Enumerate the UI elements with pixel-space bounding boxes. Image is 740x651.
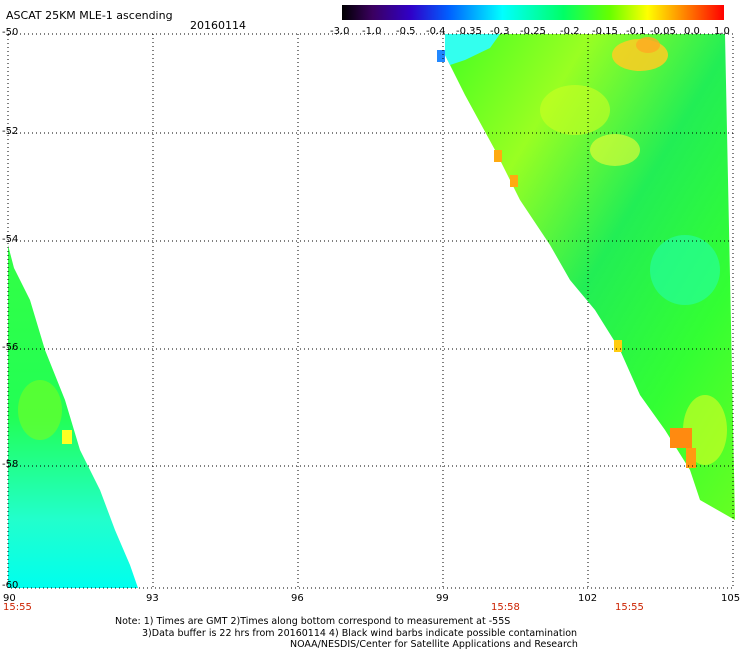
map-title: ASCAT 25KM MLE-1 ascending — [6, 9, 173, 22]
map-date: 20160114 — [190, 19, 246, 32]
colorbar-label: -0.5 — [396, 26, 416, 37]
east-swath-cyan-edge — [445, 34, 500, 65]
east-swath-orange-edge — [494, 150, 502, 162]
east-swath-orange-edge-3 — [614, 340, 622, 352]
colorbar-label: -0.1 — [626, 26, 646, 37]
east-swath-fill — [445, 34, 735, 520]
east-swath-orange-edge-2 — [510, 175, 518, 187]
west-swath-green-patch — [18, 380, 62, 440]
east-swath-orange-patch — [636, 37, 660, 53]
note-line-2: 3)Data buffer is 22 hrs from 20160114 4)… — [142, 628, 578, 639]
note-line-3: NOAA/NESDIS/Center for Satellite Applica… — [290, 639, 578, 650]
colorbar-label: 0.0 — [684, 26, 700, 37]
west-swath-fill — [8, 245, 138, 588]
colorbar-label: -0.3 — [490, 26, 510, 37]
time-label: 15:58 — [491, 602, 520, 613]
colorbar — [342, 5, 724, 20]
x-tick: 93 — [146, 593, 159, 604]
colorbar-label: -0.4 — [426, 26, 446, 37]
east-swath-orange-spot-2 — [686, 448, 696, 468]
y-tick: -54 — [2, 234, 19, 245]
west-swath — [8, 245, 138, 588]
x-tick: 102 — [578, 593, 598, 604]
colorbar-label: -0.25 — [520, 26, 546, 37]
x-tick: 90 — [3, 593, 16, 604]
x-tick: 99 — [436, 593, 449, 604]
y-tick: -52 — [2, 126, 19, 137]
east-swath-lime-patch — [540, 85, 610, 135]
note-line-1: Note: 1) Times are GMT 2)Times along bot… — [115, 616, 511, 627]
x-tick: 105 — [721, 593, 740, 604]
y-tick: -58 — [2, 459, 19, 470]
west-swath-yellow-spot — [62, 430, 72, 444]
east-swath-orange-spot — [670, 428, 692, 448]
gridlines — [8, 34, 733, 588]
colorbar-label: -0.15 — [592, 26, 618, 37]
time-label: 15:55 — [615, 602, 644, 613]
y-tick: -60 — [2, 580, 19, 591]
colorbar-label: -0.2 — [560, 26, 580, 37]
east-swath — [437, 34, 735, 520]
east-swath-cyan-patch — [650, 235, 720, 305]
colorbar-label: 1.0 — [714, 26, 730, 37]
east-swath-blue-patch — [437, 50, 445, 62]
east-swath-yellow-patch-2 — [590, 134, 640, 166]
colorbar-label: -0.05 — [650, 26, 676, 37]
colorbar-label: -0.35 — [456, 26, 482, 37]
time-label: 15:55 — [3, 602, 32, 613]
colorbar-label: -3.0 — [330, 26, 350, 37]
colorbar-label: -1.0 — [362, 26, 382, 37]
map-frame — [7, 33, 734, 589]
y-tick: -56 — [2, 342, 19, 353]
y-tick: -50 — [2, 27, 19, 38]
east-swath-yellow-patch-3 — [683, 395, 727, 465]
x-tick: 96 — [291, 593, 304, 604]
